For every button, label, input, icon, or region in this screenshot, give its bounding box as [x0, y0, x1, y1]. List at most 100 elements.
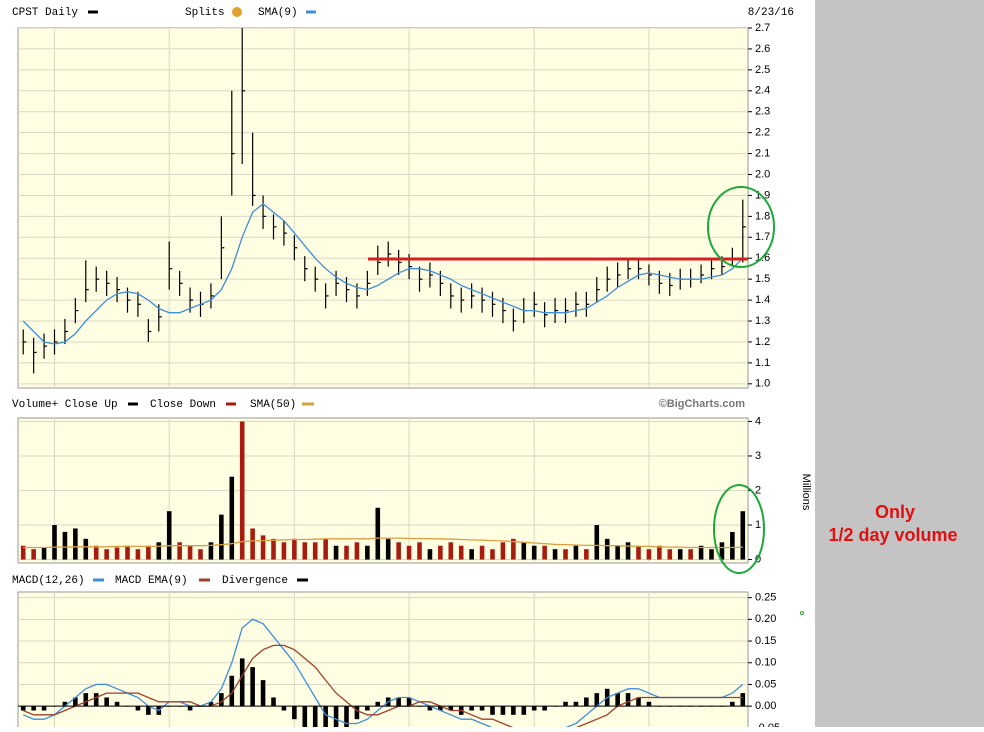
- bar: [563, 701, 568, 707]
- bar: [604, 538, 610, 560]
- bar: [438, 706, 443, 711]
- bar: [281, 706, 287, 711]
- bar: [187, 706, 193, 711]
- panel-background: [17, 27, 749, 389]
- bar: [625, 542, 631, 560]
- bar: [573, 701, 579, 707]
- bar: [542, 706, 547, 711]
- y-tick-label: 0.25: [755, 592, 776, 604]
- bar: [41, 706, 47, 711]
- bar: [41, 547, 47, 560]
- legend-label: MACD(12,26): [12, 575, 85, 587]
- y-tick-label: 2.1: [755, 147, 770, 159]
- y-tick-label: 2.5: [755, 64, 770, 76]
- bar: [542, 545, 547, 560]
- bar: [229, 476, 235, 560]
- bar: [62, 531, 68, 560]
- bar: [469, 549, 474, 560]
- y-tick-label: 4: [755, 415, 761, 427]
- chart-title: CPST Daily: [12, 7, 78, 19]
- legend-label: Volume+ Close Up: [12, 399, 118, 411]
- y-tick-label: 2: [755, 484, 761, 496]
- annotation: 1/2 day volume: [828, 525, 957, 545]
- bar: [219, 514, 224, 560]
- y-tick-label: 1.7: [755, 231, 770, 243]
- bar: [146, 706, 151, 715]
- bar: [73, 697, 78, 707]
- bar: [406, 545, 412, 560]
- bar: [281, 542, 287, 560]
- bar: [427, 706, 433, 711]
- bar: [31, 706, 36, 711]
- bar: [584, 697, 589, 707]
- bar: [312, 706, 318, 732]
- bar: [521, 706, 527, 715]
- y-tick-label: 1.4: [755, 294, 770, 306]
- legend-label: Divergence: [222, 575, 288, 587]
- bar: [292, 706, 297, 720]
- bar: [31, 549, 36, 560]
- bar: [52, 525, 57, 560]
- bar: [354, 542, 360, 560]
- bar: [375, 701, 381, 707]
- bar: [479, 545, 485, 560]
- bar: [396, 542, 401, 560]
- bar: [469, 706, 474, 711]
- y-tick-label: 0.05: [755, 678, 776, 690]
- bar: [323, 538, 328, 560]
- legend-label: Close Down: [150, 399, 216, 411]
- bar: [479, 706, 485, 711]
- y-tick-label: 1.5: [755, 273, 770, 285]
- plot-area: 1.01.11.21.31.41.51.61.71.81.92.02.12.22…: [17, 22, 780, 732]
- series-line: [23, 537, 743, 549]
- bar: [344, 706, 349, 728]
- bar: [594, 525, 600, 560]
- bar: [104, 549, 109, 560]
- bar: [573, 545, 579, 560]
- bar: [625, 693, 631, 707]
- bar: [104, 697, 109, 707]
- bar: [354, 706, 360, 720]
- bar: [208, 542, 214, 560]
- bar: [302, 706, 308, 728]
- y-tick-label: 1: [755, 519, 761, 531]
- bar: [719, 542, 725, 560]
- legend-label: MACD EMA(9): [115, 575, 188, 587]
- bar: [646, 701, 652, 707]
- splits-icon: [232, 7, 242, 17]
- bar: [187, 545, 193, 560]
- bar: [417, 542, 422, 560]
- bar: [375, 507, 381, 560]
- bar: [448, 706, 454, 711]
- bar: [636, 697, 641, 707]
- bar: [521, 542, 527, 560]
- bar: [490, 706, 495, 715]
- bar: [448, 542, 454, 560]
- bar: [219, 693, 224, 707]
- bar: [114, 701, 120, 707]
- bar: [20, 706, 26, 711]
- bar: [177, 542, 182, 560]
- bar: [615, 545, 620, 560]
- bar: [250, 528, 255, 560]
- panel-marks: [18, 28, 748, 385]
- bar: [438, 545, 443, 560]
- bar: [677, 549, 683, 560]
- legend-label: SMA(50): [250, 399, 296, 411]
- bar: [333, 706, 339, 732]
- y-tick-label: 1.2: [755, 336, 770, 348]
- bar: [323, 706, 328, 732]
- bar: [657, 545, 662, 560]
- y-tick-label: 1.3: [755, 315, 770, 327]
- bar: [385, 538, 391, 560]
- credit: ©BigCharts.com: [659, 398, 746, 410]
- bar: [396, 697, 401, 707]
- bar: [156, 542, 162, 560]
- highlight-circle: [707, 186, 775, 268]
- bar: [584, 549, 589, 560]
- y-tick-label: 0.00: [755, 700, 776, 712]
- bar: [271, 697, 276, 707]
- bar: [667, 549, 673, 560]
- y-tick-label: 2.7: [755, 22, 770, 34]
